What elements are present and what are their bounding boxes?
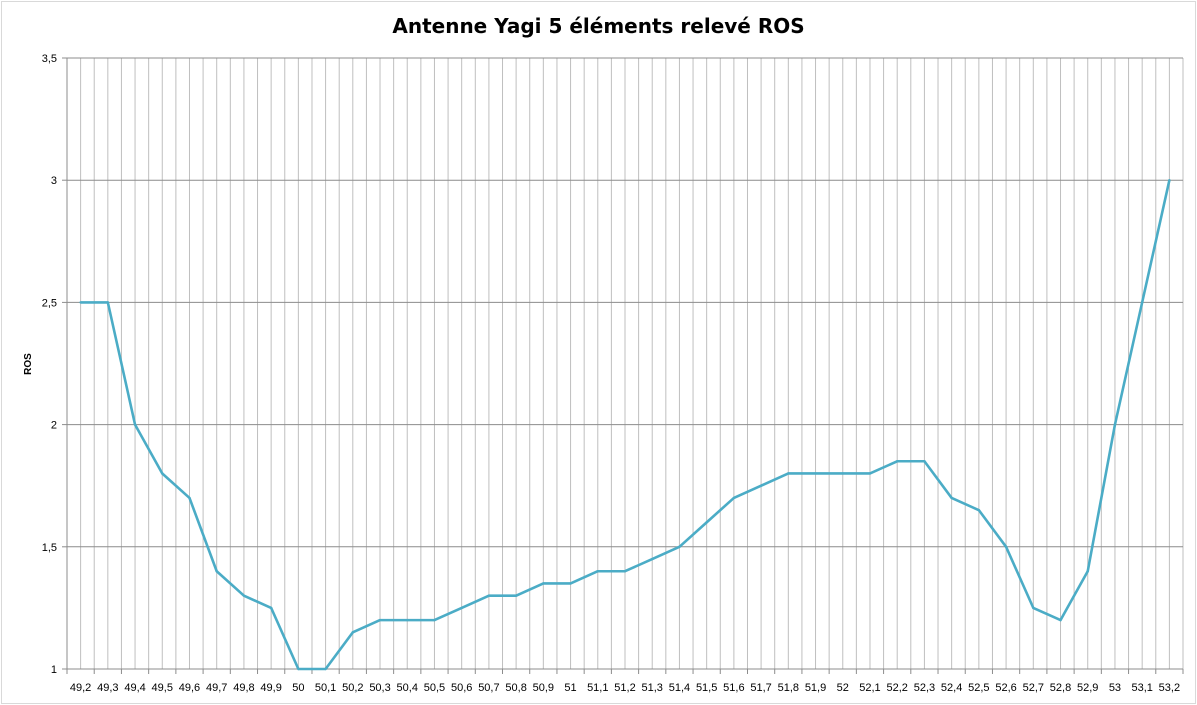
y-axis-label: ROS [23,353,34,375]
x-tick-label: 51,6 [723,682,744,694]
x-tick-label: 50,9 [533,682,554,694]
series-layer [79,179,1171,671]
x-tick-label: 52,1 [859,682,880,694]
data-point [977,508,981,512]
x-tick-label: 50 [292,682,304,694]
data-point [1059,618,1062,622]
data-point [133,423,137,426]
data-point [895,460,899,463]
x-tick-label: 51,2 [614,682,635,694]
data-point [1113,423,1117,426]
y-tick-label: 1,5 [42,542,57,554]
y-tick-label: 3,5 [42,53,57,65]
y-tick-label: 3 [51,175,57,187]
x-tick-label: 52,7 [1023,682,1044,694]
x-tick-label: 50,7 [478,682,499,694]
x-tick-label: 51,5 [696,682,717,694]
data-point [406,618,409,622]
x-tick-label: 49,6 [179,682,200,694]
x-tick-label: 51,9 [805,682,826,694]
data-point [1086,570,1089,573]
data-point [297,667,300,671]
y-tick-label: 2 [51,420,57,432]
data-point [814,472,817,475]
x-tick-label: 50,2 [342,682,363,694]
data-point [923,460,926,463]
data-point [161,472,164,475]
x-tick-label: 52,6 [995,682,1016,694]
data-point [1168,179,1171,182]
data-point [79,301,82,304]
x-tick-label: 49,4 [124,682,145,694]
data-point [841,472,844,475]
data-point [1032,606,1035,610]
x-tick-label: 53 [1109,682,1121,694]
data-point [215,570,218,573]
x-tick-label: 52,8 [1050,682,1071,694]
x-tick-label: 52,9 [1077,682,1098,694]
data-point [351,631,355,634]
data-point [242,594,246,597]
data-point [188,496,191,500]
data-point [324,667,327,671]
data-point [269,606,273,610]
data-point [487,594,491,597]
data-point [106,301,110,304]
x-tick-label: 49,5 [152,682,173,694]
x-tick-label: 51,3 [642,682,663,694]
x-tick-label: 51,7 [750,682,771,694]
x-tick-label: 52 [837,682,849,694]
x-tick-label: 53,1 [1131,682,1152,694]
x-tick-label: 52,3 [914,682,935,694]
x-tick-label: 49,9 [260,682,281,694]
data-point [678,545,681,548]
data-point [651,557,654,561]
x-tick-label: 50,3 [369,682,390,694]
x-tick-label: 50,5 [424,682,445,694]
y-tick-label: 1 [51,664,57,676]
data-point [950,496,953,500]
data-point [460,606,463,610]
x-tick-label: 52,2 [886,682,907,694]
x-tick-label: 49,8 [233,682,254,694]
x-tick-label: 52,4 [941,682,962,694]
x-tick-label: 51,8 [778,682,799,694]
vertical-gridlines [80,58,1184,669]
data-point [1140,301,1144,304]
x-tick-label: 50,6 [451,682,472,694]
data-point [759,484,763,487]
data-point [514,594,518,597]
x-tick-label: 49,7 [206,682,227,694]
x-tick-label: 50,4 [397,682,418,694]
data-point [868,472,872,475]
chart-title: Antenne Yagi 5 éléments relevé ROS [392,14,805,38]
x-tick-label: 51,4 [669,682,690,694]
y-tick-labels: 1 1,5 2 2,5 3 3,5 [42,53,57,676]
data-point [569,582,572,585]
axes [62,57,1184,674]
y-tick-label: 2,5 [42,297,57,309]
data-point [623,570,627,573]
data-point [378,618,382,622]
data-point [732,496,736,500]
x-tick-label: 50,8 [505,682,526,694]
data-point [1004,545,1008,548]
x-tick-label: 50,1 [315,682,336,694]
x-tick-label: 49,2 [70,682,91,694]
x-tick-labels: 49,2 49,3 49,4 49,5 49,6 49,7 49,8 49,9 50 50,1 50… [70,682,1180,694]
data-point [596,570,599,573]
x-tick-label: 53,2 [1159,682,1180,694]
x-tick-label: 49,3 [97,682,118,694]
x-tick-label: 51 [564,682,576,694]
x-tick-label: 51,1 [587,682,608,694]
horizontal-gridlines [67,57,1183,548]
data-point [705,521,708,524]
x-tick-label: 52,5 [968,682,989,694]
data-point [542,582,545,585]
data-point [787,472,790,475]
data-point [433,618,436,622]
